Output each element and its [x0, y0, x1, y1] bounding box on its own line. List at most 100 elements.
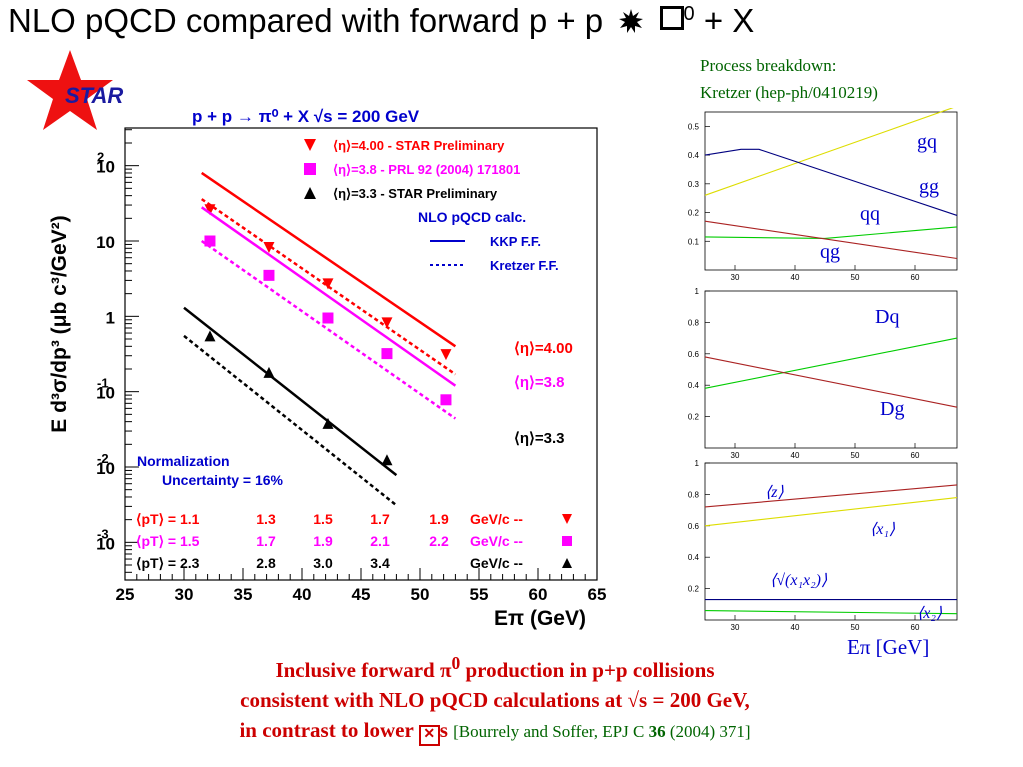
- y-tick-exponent: 2: [97, 150, 104, 165]
- panel-series-line: [704, 484, 958, 508]
- y-tick-label: 1: [106, 308, 115, 327]
- legend-entry: ⟨η⟩=3.8 - PRL 92 (2004) 171801: [333, 162, 520, 177]
- caption-line-3: in contrast to lower ✕ s [Bourrely and So…: [120, 715, 870, 747]
- pt-row-value: 1.9: [313, 533, 333, 549]
- nlo-kkp-label: KKP F.F.: [490, 234, 541, 249]
- star-logo: STAR: [27, 50, 123, 130]
- data-point: [204, 330, 216, 342]
- data-point: [263, 269, 275, 281]
- panel-y-tick-label: 1: [695, 287, 700, 296]
- pt-row-label: ⟨pT⟩ = 2.3: [136, 555, 200, 571]
- pt-row-marker: [562, 558, 572, 568]
- y-tick-label: 10: [96, 534, 115, 553]
- eta-label: ⟨η⟩=4.00: [514, 340, 573, 357]
- data-point: [440, 349, 452, 361]
- panel-x-tick-label: 60: [911, 273, 920, 282]
- panel-y-tick-label: 0.3: [688, 180, 700, 189]
- panel-series-line: [704, 226, 958, 239]
- title-sup: 0: [683, 3, 695, 25]
- star-logo-icon: [27, 50, 113, 130]
- crossed-box-icon: ✕: [418, 725, 440, 746]
- panel-series-line: [704, 337, 958, 389]
- panel-series-line: [704, 356, 958, 408]
- kretzer-curve: [183, 334, 398, 507]
- panel-y-tick-label: 0.1: [688, 237, 700, 246]
- series-label: Dq: [875, 306, 899, 328]
- series-label: ⟨√(x₁x₂)⟩: [770, 572, 828, 589]
- panel-x-tick-label: 30: [731, 273, 740, 282]
- panel-y-tick-label: 0.8: [688, 490, 700, 499]
- panel-y-tick-label: 0.5: [688, 122, 700, 131]
- legend-marker: [304, 187, 316, 199]
- kkp-curve: [200, 171, 457, 348]
- panel-series-line: [704, 220, 958, 260]
- slide-title: NLO pQCD compared with forward p + p 0 +…: [8, 2, 754, 40]
- ref-a: [Bourrely and Soffer, EPJ C: [453, 722, 649, 741]
- pt-row-value: 2.1: [370, 533, 390, 549]
- pt-row-label: ⟨pT⟩ = 1.5: [136, 533, 200, 549]
- data-point: [322, 312, 334, 324]
- pt-row-value: 1.5: [313, 511, 333, 527]
- panel-y-tick-label: 0.6: [688, 522, 700, 531]
- panel-y-tick-label: 0.6: [688, 350, 700, 359]
- panel-x-tick-label: 40: [791, 451, 800, 460]
- data-point: [204, 235, 216, 247]
- title-main: NLO pQCD compared with forward p + p: [8, 2, 604, 39]
- square-icon: [659, 6, 684, 30]
- series-label: gg: [919, 176, 939, 198]
- panel-x-tick-label: 60: [911, 623, 920, 632]
- x-tick-label: 55: [470, 585, 489, 604]
- series-label: qg: [820, 241, 840, 263]
- star-logo-text: STAR: [65, 83, 123, 108]
- fragmentation-panel: 30 40 50 60 0.2 0.4 0.6 0.8 1 Dq Dg: [688, 287, 958, 460]
- y-tick-label: 10: [96, 384, 115, 403]
- pt-row-value: 3.0: [313, 555, 333, 571]
- kkp-curve: [200, 206, 457, 387]
- panel-y-tick-label: 0.2: [688, 585, 700, 594]
- panel-y-tick-label: 0.4: [688, 381, 700, 390]
- x-tick-label: 25: [116, 585, 135, 604]
- normalization-line-2: Uncertainty = 16%: [162, 472, 284, 488]
- data-point: [263, 241, 275, 253]
- ref-bold: 36: [648, 722, 666, 741]
- x-axis-label: Eπ (GeV): [494, 607, 586, 630]
- panel-series-line: [704, 496, 958, 527]
- data-point: [440, 394, 452, 406]
- pt-row-unit: GeV/c --: [470, 511, 523, 527]
- kkp-curve: [183, 306, 398, 477]
- legend-entry: ⟨η⟩=3.3 - STAR Preliminary: [333, 186, 498, 201]
- caption-reference: [Bourrely and Soffer, EPJ C 36 (2004) 37…: [453, 722, 750, 741]
- nlo-kretzer-label: Kretzer F.F.: [490, 258, 559, 273]
- process-breakdown: Process breakdown: Kretzer (hep-ph/04102…: [700, 52, 878, 106]
- caption-line-1: Inclusive forward π0 production in p+p c…: [120, 648, 870, 685]
- x-tick-label: 50: [411, 585, 430, 604]
- caption-l1sup: 0: [451, 653, 461, 673]
- caption-l1b: production in p+p collisions: [460, 658, 715, 682]
- pt-row-value: 1.9: [429, 511, 449, 527]
- panel-y-tick-label: 0.8: [688, 318, 700, 327]
- panel-x-tick-label: 40: [791, 273, 800, 282]
- y-tick-label: 10: [96, 158, 115, 177]
- normalization-line-1: Normalization: [137, 453, 230, 469]
- panel-frame: [704, 462, 958, 621]
- pt-row-value: 1.7: [256, 533, 276, 549]
- panel-y-tick-label: 0.2: [688, 413, 700, 422]
- panel-series-line: [704, 108, 954, 196]
- y-tick-exponent: -3: [97, 526, 109, 541]
- legend-marker: [304, 163, 316, 175]
- pt-row-value: 1.3: [256, 511, 276, 527]
- pt-row-unit: GeV/c --: [470, 533, 523, 549]
- pt-row-marker: [562, 536, 572, 546]
- caption-l1a: Inclusive forward π: [275, 658, 452, 682]
- data-point: [263, 366, 275, 378]
- pt-row-label: ⟨pT⟩ = 1.1: [136, 511, 200, 527]
- caption-l3a: in contrast to lower: [239, 718, 419, 742]
- panel-x-tick-label: 40: [791, 623, 800, 632]
- panel-x-tick-label: 30: [731, 451, 740, 460]
- series-label: qq: [860, 203, 880, 225]
- panel-series-line: [704, 148, 958, 216]
- data-point: [381, 454, 393, 466]
- x-tick-label: 65: [588, 585, 607, 604]
